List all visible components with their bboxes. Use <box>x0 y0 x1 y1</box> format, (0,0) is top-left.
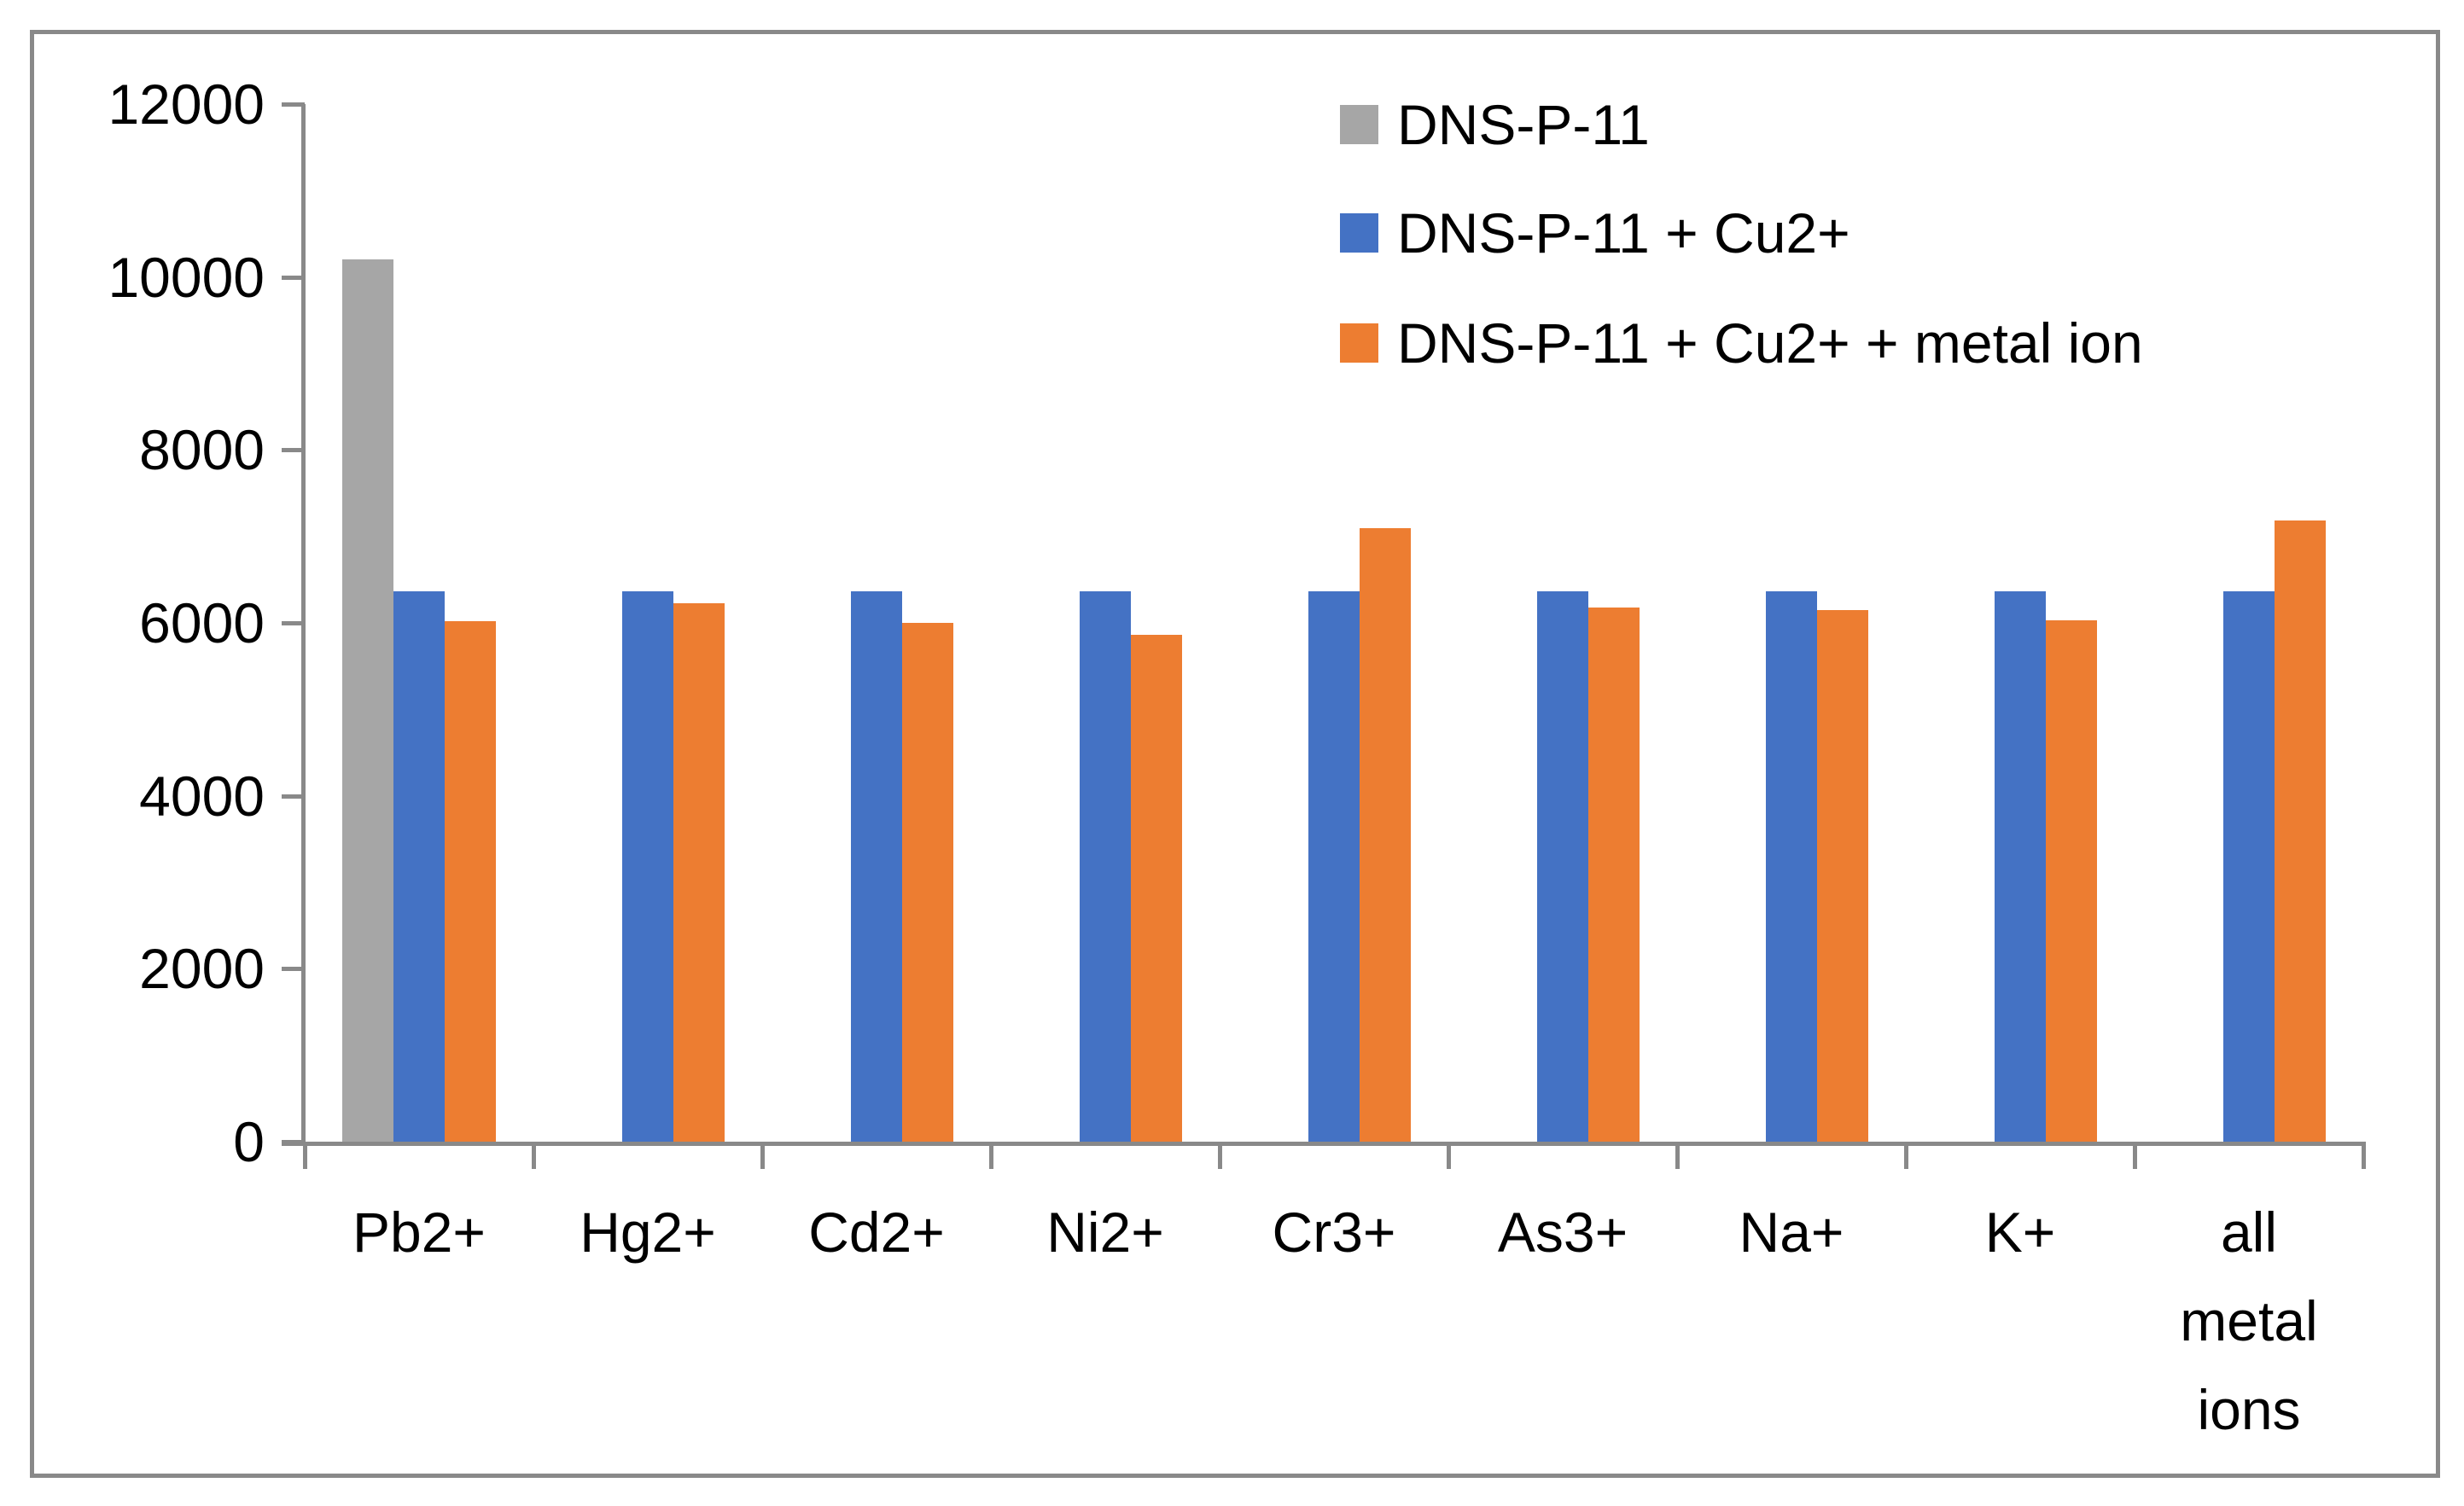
bar-dns-p-11-cu2-metal-ion-cd2 <box>902 623 953 1143</box>
bar-dns-p-11-cu2-ni2 <box>1080 590 1131 1143</box>
legend-swatch-orange <box>1340 323 1378 363</box>
x-axis-tick <box>1447 1142 1451 1169</box>
y-tick-label: 0 <box>233 1110 265 1173</box>
bar-dns-p-11-cu2-all-metal-ions <box>2223 590 2275 1143</box>
legend-item-dns-p-11-cu2-metal-ion: DNS-P-11 + Cu2+ + metal ion <box>1340 315 2143 371</box>
y-axis-tick <box>282 967 305 972</box>
x-label-na: Na+ <box>1739 1201 1844 1264</box>
y-axis-tick <box>282 448 305 453</box>
bar-dns-p-11-pb2 <box>342 259 393 1143</box>
y-tick-label: 8000 <box>139 418 265 482</box>
bar-dns-p-11-cu2-metal-ion-all-metal-ions <box>2275 520 2326 1143</box>
legend-swatch-gray <box>1340 105 1378 144</box>
bar-dns-p-11-cu2-metal-ion-ni2 <box>1131 635 1182 1143</box>
bar-dns-p-11-cu2-metal-ion-k <box>2046 619 2097 1143</box>
y-tick-label: 6000 <box>139 591 265 654</box>
bar-dns-p-11-cu2-na <box>1766 590 1817 1143</box>
legend-label: DNS-P-11 <box>1397 93 1650 156</box>
x-label-all-metal-ions: all metal ions <box>2180 1201 2318 1441</box>
x-label-cd2: Cd2+ <box>808 1201 945 1264</box>
x-axis-tick <box>760 1142 765 1169</box>
y-tick-label: 2000 <box>139 937 265 1001</box>
bar-dns-p-11-cu2-hg2 <box>622 590 673 1143</box>
bar-dns-p-11-cu2-cd2 <box>851 590 902 1143</box>
bar-dns-p-11-cu2-metal-ion-as3 <box>1588 607 1640 1143</box>
bar-dns-p-11-cu2-metal-ion-na <box>1817 609 1868 1143</box>
bar-dns-p-11-cu2-as3 <box>1537 590 1588 1143</box>
x-axis-tick <box>1218 1142 1222 1169</box>
x-axis-tick <box>303 1142 307 1169</box>
bar-dns-p-11-cu2-k <box>1995 590 2046 1143</box>
y-tick-label: 10000 <box>108 245 265 309</box>
legend-swatch-blue <box>1340 213 1378 253</box>
x-axis-tick <box>1675 1142 1680 1169</box>
bar-dns-p-11-cu2-metal-ion-pb2 <box>445 620 496 1143</box>
legend-label: DNS-P-11 + Cu2+ + metal ion <box>1397 311 2143 375</box>
x-axis-tick <box>2133 1142 2137 1169</box>
y-axis-tick <box>282 102 305 107</box>
y-tick-label: 4000 <box>139 764 265 828</box>
x-label-ni2: Ni2+ <box>1046 1201 1164 1264</box>
legend-item-dns-p-11: DNS-P-11 <box>1340 96 1650 153</box>
y-axis-tick <box>282 275 305 280</box>
legend-label: DNS-P-11 + Cu2+ <box>1397 201 1850 265</box>
bar-dns-p-11-cu2-pb2 <box>393 590 445 1143</box>
x-label-pb2: Pb2+ <box>352 1201 486 1264</box>
y-axis-tick <box>282 621 305 625</box>
bar-dns-p-11-cu2-metal-ion-cr3 <box>1360 527 1411 1143</box>
x-axis-tick <box>989 1142 993 1169</box>
x-label-as3: As3+ <box>1497 1201 1628 1264</box>
y-tick-label: 12000 <box>108 73 265 136</box>
x-label-cr3: Cr3+ <box>1272 1201 1396 1264</box>
x-label-hg2: Hg2+ <box>580 1201 716 1264</box>
x-label-k: K+ <box>1984 1201 2056 1264</box>
x-axis-tick <box>1904 1142 1908 1169</box>
bar-dns-p-11-cu2-cr3 <box>1308 590 1360 1143</box>
y-axis-tick <box>282 1140 305 1144</box>
x-axis-tick <box>2362 1142 2366 1169</box>
y-axis-tick <box>282 794 305 799</box>
x-axis-tick <box>532 1142 536 1169</box>
legend-item-dns-p-11-cu2: DNS-P-11 + Cu2+ <box>1340 205 1850 261</box>
x-axis-line <box>282 1142 2365 1146</box>
bar-dns-p-11-cu2-metal-ion-hg2 <box>673 602 725 1143</box>
